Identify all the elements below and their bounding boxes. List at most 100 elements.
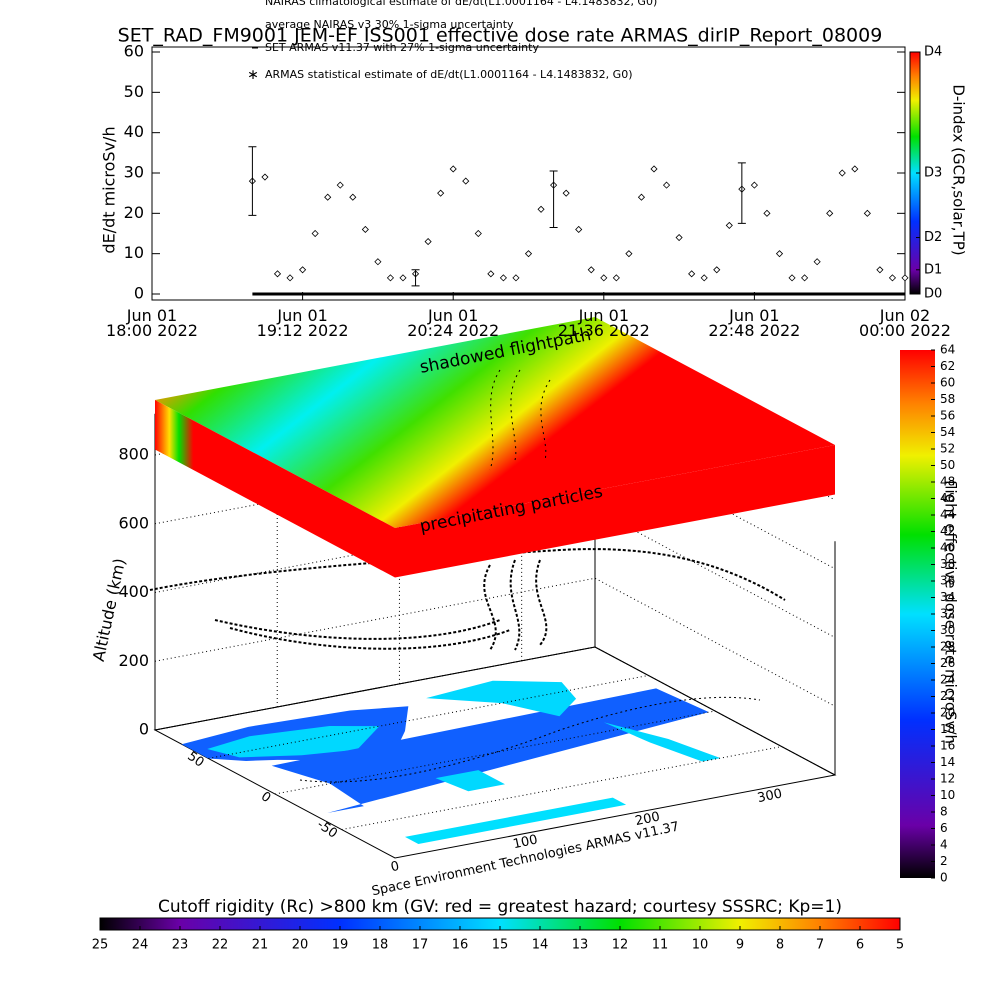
x-tick-label: Jun 01 19:12 2022 [256,306,349,340]
data-point [261,173,269,181]
x-tick-label: Jun 01 22:48 2022 [708,306,801,340]
colorbar-tick-label: D3 [924,166,942,181]
data-point [625,250,633,258]
colorbar-label: D-index (GCR,solar,TP) [950,84,968,255]
colorbar-tick-label: 12 [612,938,629,953]
colorbar-tick-label: 14 [940,755,955,769]
flight-path [299,696,761,783]
colorbar-tick-label: 5 [896,938,904,953]
y-tick-label: 20 [124,203,144,222]
colorbar-tick-label: D4 [924,45,942,60]
flight-path [489,369,551,471]
dose-colorbar [900,350,935,878]
colorbar-tick-label: 10 [692,938,709,953]
map-land [271,688,709,814]
data-point [675,233,683,242]
z-tick-label: 200 [118,651,149,670]
x-tick-label: 0 [389,859,400,875]
x-tick-label: 200 [634,809,661,829]
error-bar [248,146,257,216]
data-point [311,229,319,238]
colorbar-tick-label: 23 [172,938,189,953]
colorbar-tick-label: 2 [940,854,948,868]
z-tick-label: 400 [118,582,149,601]
y-tick-label: 0 [134,284,144,303]
colorbar-tick-label: 4 [940,838,948,852]
data-point [750,181,758,189]
data-point [437,189,445,197]
colorbar-tick-label: 60 [940,376,955,390]
colorbar-tick-label: 6 [940,821,948,835]
data-point [876,266,884,274]
x-tick-label: Jun 01 18:00 2022 [106,306,198,340]
colorbar-tick-label: 16 [452,938,469,953]
colorbar-tick-label: 15 [492,938,509,953]
map-land [435,770,505,792]
colorbar-tick-label: 48 [940,475,955,489]
data-point [575,225,583,234]
data-point [487,270,495,278]
flight-path [149,548,786,651]
data-point [725,221,733,229]
colorbar-tick-label: 52 [940,442,955,456]
colorbar-tick-label: 6 [856,938,864,953]
colorbar-title: Cutoff rigidity (Rc) >800 km (GV: red = … [158,897,842,917]
colorbar-tick-label: D1 [924,262,942,277]
colorbar-tick-label: 64 [940,343,955,357]
z-tick-label: 800 [118,445,149,464]
x-tick-label: Jun 01 20:24 2022 [407,306,500,340]
colorbar-tick-label: 13 [572,938,589,953]
data-point [512,274,520,282]
x-tick-label: Jun 01 21:36 2022 [557,306,650,340]
y-tick-label: 0 [258,789,273,806]
y-axis-label: dE/dt microSv/h [100,126,119,253]
colorbar-tick-label: 20 [292,938,309,953]
data-point [662,181,671,189]
colorbar-tick-label: 9 [736,938,744,953]
colorbar-tick-label: 11 [652,938,669,953]
data-point [424,238,432,246]
data-point [813,258,821,266]
z-tick-label: 600 [118,513,149,532]
data-point [399,274,407,282]
y-tick-label: 10 [124,243,144,262]
colorbar-tick-label: 58 [940,392,955,406]
data-point [838,169,846,177]
data-point [612,274,620,282]
data-point [474,229,482,238]
colorbar-tick-label: 14 [532,938,549,953]
data-point [537,205,545,213]
map-land [603,722,721,762]
data-point [449,165,457,173]
data-point [299,266,307,274]
data-point [688,270,696,278]
box-edge [154,413,836,776]
data-point [524,250,533,258]
data-point [273,270,282,278]
data-point [650,165,658,173]
colorbar-tick-label: 32 [940,607,955,621]
colorbar-tick-label: 18 [940,722,955,736]
annotation: average NAIRAS v3 30% 1-sigma uncertaint… [265,18,514,31]
map-land [405,797,627,844]
legend-label: NAIRAS climatological estimate of dE/dt(… [265,0,657,8]
colorbar-tick-label: 62 [940,359,955,373]
colorbar-tick-label: 54 [940,425,955,439]
colorbar-tick-label: 7 [816,938,824,953]
colorbar-tick-label: 36 [940,574,955,588]
colorbar-tick-label: 12 [940,772,955,786]
data-point [901,274,909,282]
data-point [499,274,507,282]
colorbar-tick-label: D0 [924,287,942,302]
colorbar-tick-label: 8 [776,938,784,953]
data-point [713,266,721,274]
data-point [700,274,708,282]
data-point [600,274,608,282]
data-point [801,274,809,282]
colorbar-tick-label: 0 [940,871,948,885]
data-point [386,274,395,282]
colorbar-label: flight effective dose rate microSv/h [942,480,960,744]
slab-front [395,445,835,578]
data-point [587,266,595,274]
